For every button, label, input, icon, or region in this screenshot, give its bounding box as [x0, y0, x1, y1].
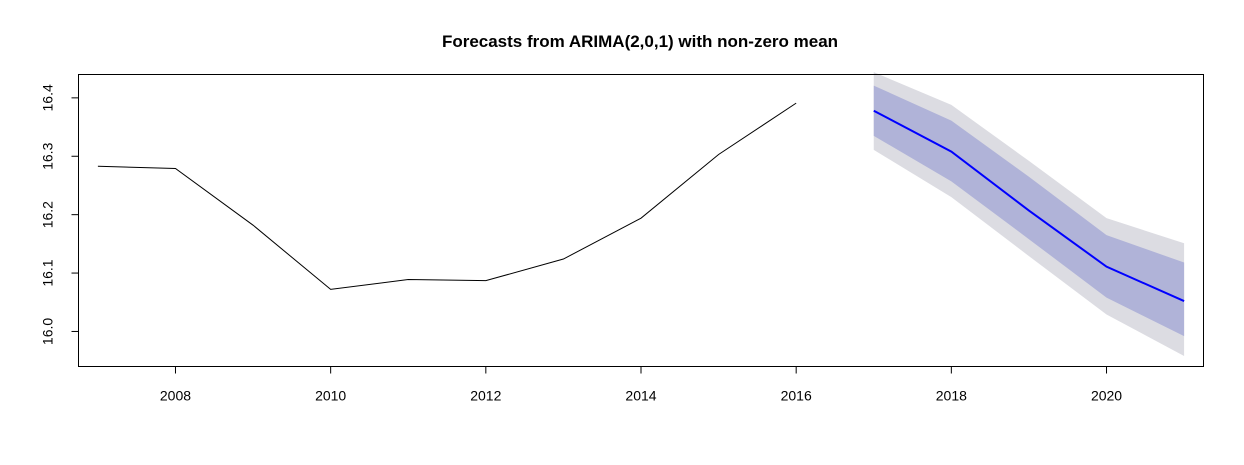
- forecast-line: [873, 109, 1185, 303]
- chart-title: Forecasts from ARIMA(2,0,1) with non-zer…: [442, 32, 838, 51]
- x-tick-label: 2010: [315, 388, 346, 404]
- x-axis: 2008 2010 2012 2014 2016 2018 2020: [160, 366, 1122, 404]
- x-tick-label: 2018: [936, 388, 967, 404]
- y-tick-label: 16.4: [40, 84, 56, 111]
- x-tick-label: 2008: [160, 388, 191, 404]
- y-tick-label: 16.2: [40, 201, 56, 228]
- y-tick-label: 16.1: [40, 259, 56, 286]
- x-tick-label: 2014: [625, 388, 656, 404]
- plot-area: [97, 72, 1185, 356]
- history-line: [97, 102, 797, 290]
- x-tick-label: 2016: [781, 388, 812, 404]
- y-axis: 16.0 16.1 16.2 16.3 16.4: [40, 84, 79, 345]
- x-tick-label: 2012: [470, 388, 501, 404]
- x-tick-label: 2020: [1091, 388, 1122, 404]
- y-tick-label: 16.0: [40, 318, 56, 345]
- y-tick-label: 16.3: [40, 142, 56, 169]
